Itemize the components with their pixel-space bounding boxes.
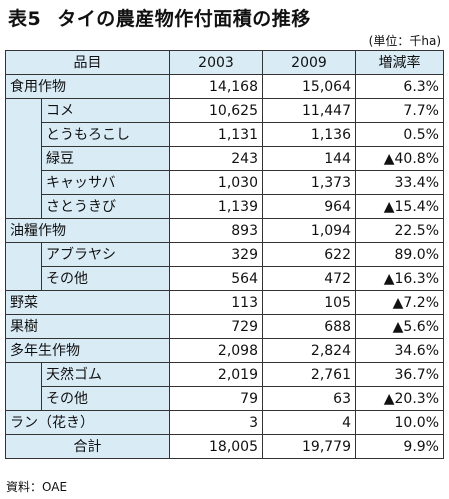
table-title: 表5 タイの農産物作付面積の推移 [8, 4, 311, 31]
change-rate: 7.7% [355, 98, 444, 123]
change-rate: 33.4% [355, 170, 444, 195]
source-note: 資料：OAE [6, 480, 68, 494]
change-rate: ▲40.8% [355, 146, 444, 171]
value-2003: 1,131 [169, 122, 263, 147]
table-row: 食用作物 14,168 15,064 6.3% [5, 74, 444, 99]
value-2009: 144 [262, 146, 356, 171]
value-2009: 1,373 [262, 170, 356, 195]
value-2003: 243 [169, 146, 263, 171]
value-2003: 2,019 [169, 362, 263, 387]
header-item: 品目 [5, 50, 170, 75]
table-row: その他 79 63 ▲20.3% [6, 386, 444, 411]
value-2009: 688 [262, 314, 356, 339]
change-rate: ▲7.2% [355, 290, 444, 315]
change-rate: 10.0% [355, 410, 444, 435]
change-rate: ▲15.4% [355, 194, 444, 219]
indent-cell [5, 362, 42, 411]
value-2009: 472 [262, 266, 356, 291]
value-2009: 2,761 [262, 362, 356, 387]
change-rate: 0.5% [355, 122, 444, 147]
row-name: ラン（花き） [5, 410, 170, 435]
header-row: 品目 2003 2009 増減率 [5, 50, 444, 75]
table-title-text: タイの農産物作付面積の推移 [57, 8, 311, 30]
value-2009: 1,136 [262, 122, 356, 147]
row-name: 果樹 [5, 314, 170, 339]
row-name: コメ [41, 98, 170, 123]
total-label: 合計 [5, 434, 170, 459]
table-row: 油糧作物 893 1,094 22.5% [5, 218, 444, 243]
table-row: 果樹 729 688 ▲5.6% [5, 314, 444, 339]
value-2009: 15,064 [262, 74, 356, 99]
total-2003: 18,005 [169, 434, 263, 459]
value-2003: 113 [169, 290, 263, 315]
change-rate: ▲20.3% [355, 386, 444, 411]
value-2003: 79 [169, 386, 263, 411]
row-name: その他 [41, 266, 170, 291]
row-name: 油糧作物 [5, 218, 170, 243]
change-rate: ▲16.3% [355, 266, 444, 291]
value-2009: 622 [262, 242, 356, 267]
table-number: 表5 [8, 8, 42, 30]
row-name: 緑豆 [41, 146, 170, 171]
row-name: とうもろこし [41, 122, 170, 147]
row-name: 多年生作物 [5, 338, 170, 363]
header-2009: 2009 [262, 50, 356, 75]
row-name: その他 [41, 386, 170, 411]
total-2009: 19,779 [262, 434, 356, 459]
value-2003: 2,098 [169, 338, 263, 363]
value-2009: 105 [262, 290, 356, 315]
value-2003: 1,030 [169, 170, 263, 195]
value-2009: 2,824 [262, 338, 356, 363]
value-2003: 10,625 [169, 98, 263, 123]
change-rate: 36.7% [355, 362, 444, 387]
table-row: ラン（花き） 3 4 10.0% [5, 410, 444, 435]
change-rate: 6.3% [355, 74, 444, 99]
row-name: 天然ゴム [41, 362, 170, 387]
value-2009: 1,094 [262, 218, 356, 243]
row-name: アブラヤシ [41, 242, 170, 267]
crop-area-table: 品目 2003 2009 増減率 食用作物 14,168 15,064 6.3%… [5, 50, 444, 459]
table-row: 多年生作物 2,098 2,824 34.6% [5, 338, 444, 363]
value-2003: 893 [169, 218, 263, 243]
value-2009: 4 [262, 410, 356, 435]
change-rate: 22.5% [355, 218, 444, 243]
table-row: 野菜 113 105 ▲7.2% [5, 290, 444, 315]
table-row: 天然ゴム 2,019 2,761 36.7% [5, 362, 444, 411]
table-row: キャッサバ 1,030 1,373 33.4% [6, 170, 444, 195]
table-row: その他 564 472 ▲16.3% [6, 266, 444, 291]
indent-cell [5, 242, 42, 291]
table-row: さとうきび 1,139 964 ▲15.4% [6, 194, 444, 219]
value-2009: 11,447 [262, 98, 356, 123]
row-name: キャッサバ [41, 170, 170, 195]
header-change: 増減率 [355, 50, 444, 75]
row-name: 食用作物 [5, 74, 170, 99]
change-rate: ▲5.6% [355, 314, 444, 339]
value-2009: 63 [262, 386, 356, 411]
unit-label: (単位：千ha) [368, 34, 441, 48]
value-2009: 964 [262, 194, 356, 219]
value-2003: 729 [169, 314, 263, 339]
value-2003: 329 [169, 242, 263, 267]
total-row: 合計 18,005 19,779 9.9% [5, 434, 444, 459]
header-2003: 2003 [169, 50, 263, 75]
total-change: 9.9% [355, 434, 444, 459]
change-rate: 89.0% [355, 242, 444, 267]
value-2003: 564 [169, 266, 263, 291]
value-2003: 14,168 [169, 74, 263, 99]
row-name: 野菜 [5, 290, 170, 315]
table-row: コメ 10,625 11,447 7.7% [5, 98, 444, 219]
table-row: とうもろこし 1,131 1,136 0.5% [6, 122, 444, 147]
row-name: さとうきび [41, 194, 170, 219]
indent-cell [5, 98, 42, 219]
table-row: 緑豆 243 144 ▲40.8% [6, 146, 444, 171]
table-row: アブラヤシ 329 622 89.0% [5, 242, 444, 291]
value-2003: 3 [169, 410, 263, 435]
change-rate: 34.6% [355, 338, 444, 363]
value-2003: 1,139 [169, 194, 263, 219]
